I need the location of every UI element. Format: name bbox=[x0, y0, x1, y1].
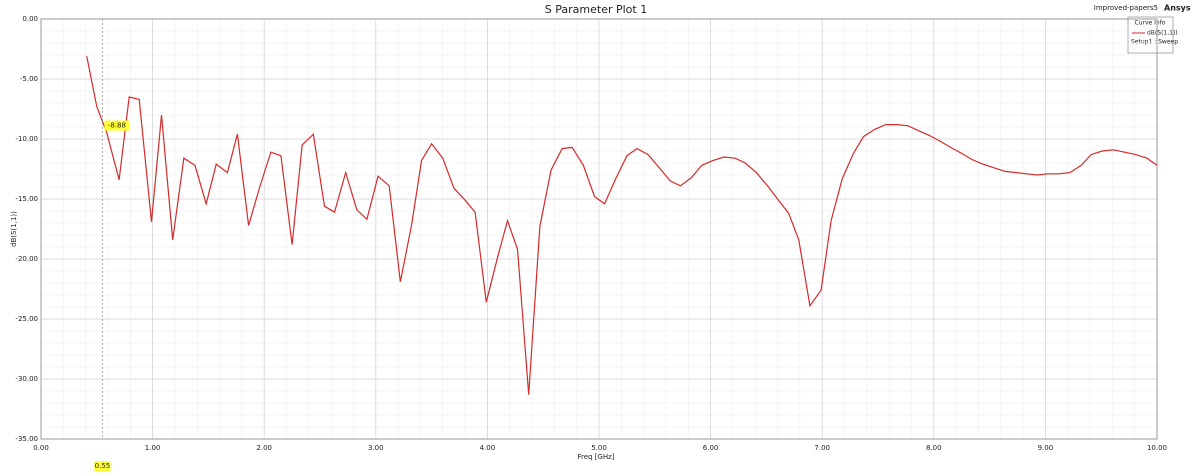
y-tick-label: 0.00 bbox=[22, 15, 38, 23]
legend-setup: Setup1 : Sweep bbox=[1131, 39, 1178, 46]
x-tick-label: 5.00 bbox=[591, 444, 607, 452]
project-name: Improved-papers5 bbox=[1094, 4, 1158, 12]
brand: Ansys bbox=[1164, 4, 1191, 13]
y-tick-label: -5.00 bbox=[20, 75, 38, 83]
legend-box bbox=[1127, 16, 1174, 54]
marker-label-bg bbox=[104, 120, 130, 131]
marker-x-bg bbox=[94, 461, 111, 471]
y-tick-label: -10.00 bbox=[15, 135, 38, 143]
y-tick-label: -35.00 bbox=[15, 435, 38, 443]
legend-entry: dB(S(1,1)) bbox=[1147, 30, 1178, 37]
x-tick-label: 3.00 bbox=[368, 444, 384, 452]
x-tick-label: 10.00 bbox=[1147, 444, 1167, 452]
series-line bbox=[86, 56, 1158, 395]
x-tick-label: 8.00 bbox=[926, 444, 942, 452]
y-axis-label: dB(S(1,1)) bbox=[10, 211, 18, 247]
x-tick-label: 7.00 bbox=[814, 444, 830, 452]
marker-label: -8.88 bbox=[108, 122, 126, 130]
x-tick-label: 6.00 bbox=[703, 444, 719, 452]
y-tick-label: -25.00 bbox=[15, 315, 38, 323]
y-tick-label: -20.00 bbox=[15, 255, 38, 263]
x-tick-label: 0.00 bbox=[33, 444, 49, 452]
x-tick-label: 2.00 bbox=[256, 444, 272, 452]
y-tick-label: -30.00 bbox=[15, 375, 38, 383]
x-axis-label: Freq [GHz] bbox=[577, 453, 614, 461]
x-tick-label: 4.00 bbox=[480, 444, 496, 452]
chart-title: S Parameter Plot 1 bbox=[545, 3, 647, 16]
legend-title: Curve Info bbox=[1135, 20, 1166, 27]
marker-x-label: 0.55 bbox=[95, 462, 111, 470]
x-tick-label: 9.00 bbox=[1038, 444, 1054, 452]
y-tick-label: -15.00 bbox=[15, 195, 38, 203]
x-tick-label: 1.00 bbox=[145, 444, 161, 452]
plot-frame bbox=[40, 18, 1158, 440]
